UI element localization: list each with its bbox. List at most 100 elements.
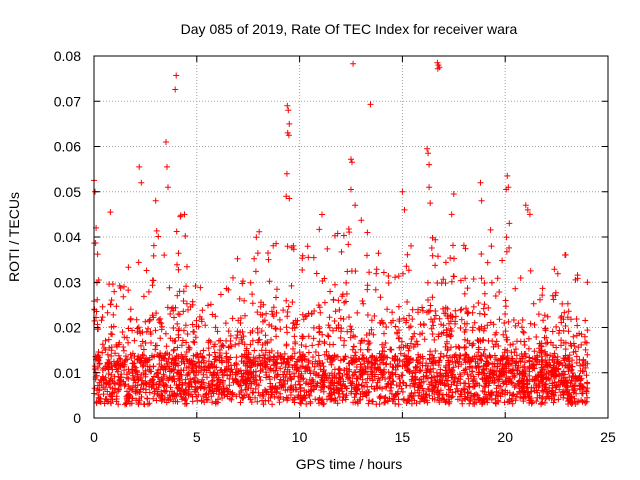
data-point (100, 391, 107, 398)
data-point (494, 363, 501, 370)
data-point (185, 371, 191, 378)
data-point (173, 382, 180, 389)
data-point (109, 331, 116, 338)
data-point (377, 361, 383, 368)
data-point (505, 379, 512, 386)
data-point (319, 211, 325, 218)
data-point (519, 324, 525, 331)
data-point (533, 356, 540, 363)
data-point (305, 391, 312, 398)
data-point (272, 367, 279, 374)
data-point (474, 360, 481, 367)
data-point (128, 400, 135, 407)
data-point (504, 399, 511, 406)
data-point (442, 280, 449, 287)
data-point (211, 356, 218, 363)
data-point (205, 302, 211, 309)
data-point (480, 336, 487, 343)
data-point (342, 396, 349, 403)
data-point (236, 391, 243, 398)
data-point (471, 383, 478, 390)
data-point (449, 367, 456, 374)
data-point (131, 353, 138, 360)
data-point (485, 337, 492, 344)
data-point (233, 361, 240, 368)
data-point (180, 308, 187, 315)
data-point (195, 391, 202, 398)
data-point (199, 376, 206, 383)
data-point (435, 333, 442, 340)
data-point (169, 375, 176, 382)
data-point (407, 392, 414, 399)
data-point (178, 351, 185, 358)
data-point (212, 398, 219, 405)
data-point (257, 367, 264, 374)
data-point (427, 200, 434, 207)
data-point (290, 242, 297, 249)
data-point (138, 179, 145, 186)
data-point (181, 389, 188, 396)
data-point (237, 329, 244, 336)
data-point (427, 348, 434, 355)
data-point (277, 376, 284, 383)
data-point (407, 355, 414, 362)
data-point (179, 396, 185, 403)
data-point (452, 359, 459, 366)
data-point (411, 330, 418, 337)
data-point (202, 322, 209, 329)
data-point (470, 276, 477, 282)
data-point (327, 386, 334, 392)
data-point (375, 366, 382, 373)
data-point (108, 297, 115, 304)
data-point (553, 323, 560, 330)
data-point (383, 383, 390, 390)
data-point (276, 379, 283, 386)
data-point (192, 334, 199, 341)
data-point (340, 316, 347, 322)
data-point (330, 341, 337, 348)
data-point (413, 338, 420, 345)
data-point (406, 312, 413, 319)
data-point (415, 384, 422, 391)
data-point (175, 355, 182, 362)
data-point (229, 315, 236, 322)
data-point (191, 328, 198, 335)
data-point (488, 279, 495, 286)
data-point (249, 337, 256, 344)
data-point (237, 378, 244, 385)
data-point (470, 340, 477, 347)
data-point (491, 377, 498, 384)
data-point (182, 376, 189, 383)
data-point (317, 309, 324, 316)
data-point (150, 242, 157, 249)
data-point (395, 388, 401, 395)
data-point (142, 340, 149, 346)
data-point (447, 325, 454, 332)
data-point (320, 388, 327, 395)
data-point (328, 395, 335, 402)
data-point (184, 263, 190, 270)
data-point (99, 349, 106, 356)
data-point (168, 305, 175, 312)
data-point (158, 388, 165, 395)
data-point (442, 259, 449, 266)
data-point (140, 370, 147, 376)
data-point (186, 369, 192, 376)
data-point (270, 353, 277, 360)
data-point (287, 355, 294, 362)
data-point (200, 357, 207, 364)
data-point (431, 336, 438, 343)
data-point (508, 349, 515, 356)
data-point (236, 295, 243, 302)
data-point (273, 373, 280, 380)
data-point (128, 355, 135, 361)
data-point (540, 317, 547, 324)
data-point (127, 316, 134, 323)
data-point (478, 323, 485, 330)
data-point (481, 346, 488, 353)
data-point (172, 360, 179, 367)
data-point (120, 344, 127, 350)
data-point (112, 385, 118, 392)
data-point (452, 388, 459, 395)
